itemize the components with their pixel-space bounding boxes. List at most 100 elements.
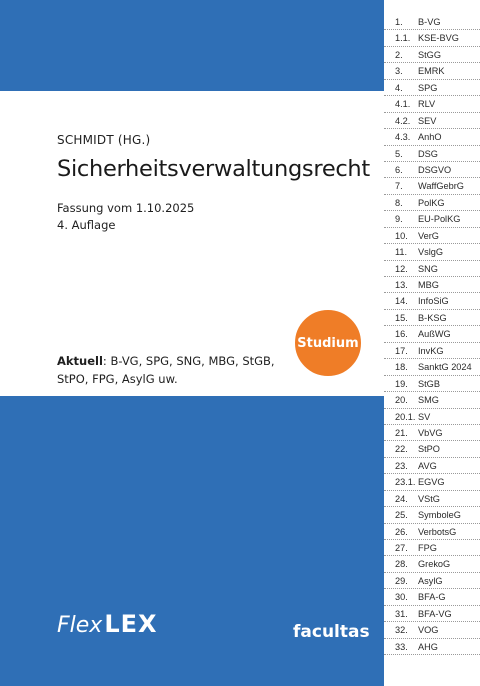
index-abbreviation: DSGVO <box>418 164 452 175</box>
index-abbreviation: VslgG <box>418 247 444 258</box>
index-item: 22. StPO <box>384 441 480 458</box>
index-item: 21. VbVG <box>384 425 480 442</box>
index-item: 17. InvKG <box>384 343 480 360</box>
index-abbreviation: SMG <box>418 395 439 406</box>
index-item: 23. AVG <box>384 458 480 475</box>
index-number: 8. <box>395 197 403 208</box>
index-abbreviation: AHG <box>418 641 438 652</box>
index-abbreviation: GrekoG <box>418 559 451 570</box>
index-abbreviation: VStG <box>418 493 440 504</box>
index-number: 14. <box>395 296 408 307</box>
bottom-blue-band <box>0 396 384 686</box>
index-number: 13. <box>395 280 408 290</box>
index-abbreviation: SV <box>418 411 431 422</box>
index-abbreviation: InfoSiG <box>418 296 449 307</box>
index-number: 24. <box>395 493 408 504</box>
publisher-logo: facultas <box>293 622 370 642</box>
logo-flex: Flex <box>57 613 103 638</box>
index-number: 11. <box>395 247 408 258</box>
index-abbreviation: VerbotsG <box>418 526 457 537</box>
current-text: : B-VG, SPG, SNG, MBG, StGB, StPO, FPG, … <box>57 354 275 386</box>
index-item: 15. B-KSG <box>384 310 480 327</box>
flexlex-logo: Flex LEX <box>57 610 158 638</box>
index-item: 11. VslgG <box>384 244 480 261</box>
index-number: 27. <box>395 543 408 553</box>
index-number: 9. <box>395 214 403 225</box>
index-item: 29. AsylG <box>384 573 480 590</box>
index-item: 4. SPG <box>384 80 480 97</box>
index-abbreviation: AsylG <box>418 575 443 586</box>
index-abbreviation: StGB <box>418 378 440 389</box>
index-item: 33. AHG <box>384 639 480 656</box>
index-number: 21. <box>395 427 408 438</box>
index-item: 19. StGB <box>384 376 480 393</box>
index-number: 31. <box>395 608 408 619</box>
index-item: 13. MBG <box>384 277 480 294</box>
index-item: 27. FPG <box>384 540 480 557</box>
index-item: 20.1. SV <box>384 409 480 425</box>
law-index-list: 1. B-VG 1.1. KSE-BVG 2. StGG 3. EMRK 4. SPG 4.1. RL… <box>384 14 480 656</box>
editor: SCHMIDT (HG.) <box>57 133 151 147</box>
current-laws-note: Aktuell: B-VG, SPG, SNG, MBG, StGB, StPO… <box>57 352 292 388</box>
index-item: 24. VStG <box>384 491 480 508</box>
index-number: 5. <box>395 148 403 159</box>
index-abbreviation: B-VG <box>418 17 441 27</box>
index-abbreviation: SEV <box>418 115 437 126</box>
index-abbreviation: VbVG <box>418 427 443 438</box>
index-number: 29. <box>395 575 408 586</box>
index-item: 10. VerG <box>384 228 480 245</box>
index-abbreviation: StPO <box>418 444 440 455</box>
index-number: 4.1. <box>395 99 411 110</box>
index-abbreviation: MBG <box>418 280 439 290</box>
top-blue-band <box>0 0 384 91</box>
index-abbreviation: AVG <box>418 460 437 471</box>
index-item: 3. EMRK <box>384 63 480 80</box>
index-item: 8. PolKG <box>384 195 480 212</box>
index-abbreviation: SanktG 2024 <box>418 362 472 373</box>
index-number: 4.3. <box>395 132 411 143</box>
index-number: 32. <box>395 625 408 636</box>
index-abbreviation: SNG <box>418 263 438 274</box>
index-item: 5. DSG <box>384 146 480 162</box>
index-number: 4. <box>395 82 403 93</box>
index-number: 23. <box>395 460 408 471</box>
index-number: 12. <box>395 263 408 274</box>
index-abbreviation: AnhO <box>418 132 442 143</box>
index-item: 26. VerbotsG <box>384 524 480 540</box>
index-abbreviation: WaffGebrG <box>418 181 464 192</box>
index-abbreviation: B-KSG <box>418 312 447 323</box>
index-abbreviation: VOG <box>418 625 439 636</box>
index-number: 15. <box>395 312 408 323</box>
index-number: 23.1. <box>395 477 416 488</box>
index-item: 14. InfoSiG <box>384 293 480 310</box>
index-item: 16. AußWG <box>384 326 480 343</box>
index-number: 25. <box>395 510 408 521</box>
index-abbreviation: VerG <box>418 230 439 241</box>
index-abbreviation: FPG <box>418 543 437 553</box>
index-item: 28. GrekoG <box>384 556 480 573</box>
edition-number: 4. Auflage <box>57 218 116 232</box>
index-abbreviation: SymboleG <box>418 510 461 521</box>
index-number: 10. <box>395 230 408 241</box>
index-abbreviation: KSE-BVG <box>418 33 459 44</box>
index-item: 4.3. AnhO <box>384 129 480 146</box>
index-abbreviation: EMRK <box>418 66 445 77</box>
index-item: 30. BFA-G <box>384 589 480 606</box>
index-number: 20.1. <box>395 411 416 422</box>
index-number: 1. <box>395 17 403 27</box>
law-index: 1. B-VG 1.1. KSE-BVG 2. StGG 3. EMRK 4. SPG 4.1. RL… <box>384 0 480 686</box>
index-item: 31. BFA-VG <box>384 606 480 623</box>
index-abbreviation: SPG <box>418 82 438 93</box>
edition-date: Fassung vom 1.10.2025 <box>57 201 195 215</box>
index-abbreviation: BFA-G <box>418 592 446 603</box>
index-number: 7. <box>395 181 403 192</box>
index-item: 6. DSGVO <box>384 162 480 179</box>
index-item: 1. B-VG <box>384 14 480 31</box>
index-item: 23.1. EGVG <box>384 474 480 491</box>
index-item: 1.1. KSE-BVG <box>384 30 480 47</box>
index-number: 18. <box>395 362 408 373</box>
index-number: 28. <box>395 559 408 570</box>
index-item: 32. VOG <box>384 622 480 639</box>
index-item: 7. WaffGebrG <box>384 178 480 195</box>
